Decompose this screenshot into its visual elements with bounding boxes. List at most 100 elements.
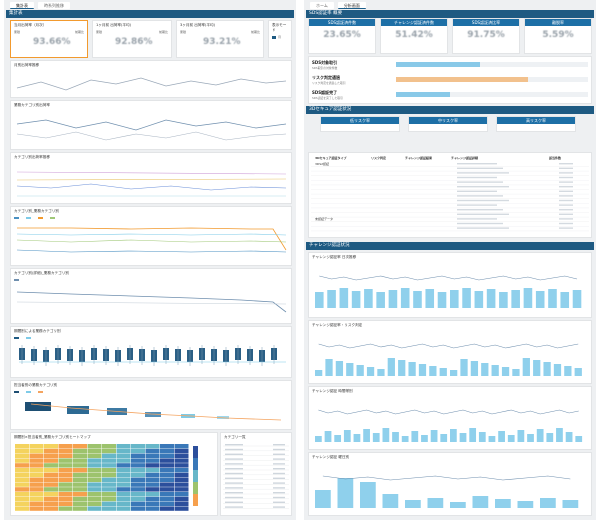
risk-high-card: 高リスク率 (496, 116, 576, 132)
bar (450, 429, 457, 442)
kpi-head: SDS認証済比率 (453, 19, 519, 26)
heat-cell (73, 482, 87, 487)
heat-cell (87, 472, 102, 478)
heat-cell (15, 487, 29, 492)
heat-cell (44, 496, 58, 502)
funnel-title: リスク判定通過 (312, 74, 340, 80)
heat-cell (87, 468, 102, 473)
bar (517, 430, 525, 442)
cell-value (559, 199, 573, 202)
display-mode-card[interactable]: 表示モード 月 (268, 20, 292, 58)
bar (459, 433, 467, 442)
table-row-label: 未認証データ (315, 216, 333, 221)
heat-cell (160, 496, 174, 502)
heat-cell (87, 496, 102, 502)
heat-cell (58, 482, 73, 487)
bar (398, 360, 406, 376)
th: チャレンジ認証詳細 (451, 156, 478, 160)
section-summary: 集計表 (6, 10, 294, 18)
chart-category-business: カテゴリ別_業務カテゴリ別 ​ ​ ​ ​ (10, 206, 292, 266)
heatmap-grid (15, 444, 198, 511)
heat-cell (29, 458, 44, 463)
kpi-card-1month[interactable]: 1ヶ月前 出荷率(平均) 累積 前期比 92.86% (92, 20, 172, 58)
funnel-fill (396, 92, 450, 97)
heat-cell (73, 506, 87, 511)
cell-value (559, 227, 573, 229)
heat-cell (87, 487, 102, 492)
table-row-label: 3DS2認証 (315, 161, 329, 166)
bar (556, 428, 563, 442)
chart-legend: ​ (11, 278, 291, 282)
heat-cell (58, 492, 73, 497)
kpi-label: 前期比 (158, 30, 168, 34)
cell-text (225, 448, 243, 451)
heat-cell (15, 463, 29, 468)
heat-cell (116, 492, 131, 497)
heat-cell (160, 492, 174, 497)
bar (469, 428, 477, 442)
heat-scale (193, 470, 198, 476)
bar (400, 288, 410, 308)
bar (512, 369, 520, 376)
heat-cell (174, 468, 189, 473)
heat-cell (102, 492, 116, 497)
heat-cell (145, 506, 160, 511)
bar (450, 502, 466, 508)
tab-summary[interactable]: 集計表 (10, 2, 34, 9)
bar (334, 435, 342, 442)
heat-cell (58, 463, 73, 468)
heat-cell (29, 444, 44, 449)
bar-chart (315, 343, 582, 376)
tab-analysis[interactable]: 分析画面 (337, 2, 366, 9)
bar (392, 432, 399, 442)
cell-text (457, 186, 509, 188)
cell-value (559, 186, 573, 188)
heat-cell (145, 482, 160, 487)
heat-cell (174, 492, 189, 497)
kpi-value: 91.75% (467, 30, 505, 40)
heat-cell (131, 487, 145, 492)
heat-cell (73, 472, 87, 478)
kpi-card-3month[interactable]: 3ヶ月前 出荷率(平均) 累積 前期比 93.21% (176, 20, 264, 58)
heat-cell (116, 501, 131, 506)
heat-cell (87, 458, 102, 463)
cell-value (273, 448, 285, 451)
heat-cell (73, 448, 87, 454)
bar (564, 366, 572, 376)
heat-cell (145, 444, 160, 449)
chart-monthly-rate: 月別出荷率推移 (10, 60, 292, 98)
heat-cell (160, 468, 174, 473)
heat-cell (102, 487, 116, 492)
chart-legend: ​ ​ (11, 336, 291, 340)
tab-timeseries[interactable]: 時系列推移 (38, 2, 70, 9)
heat-scale (193, 500, 198, 506)
bar (377, 369, 385, 376)
cell-value (559, 167, 573, 169)
heat-cell (15, 477, 29, 482)
funnel-track (396, 77, 588, 82)
heat-cell (102, 506, 116, 511)
right-tabs: ホーム 分析画面 (304, 0, 596, 10)
kpi-head: SDS認証済件数 (309, 19, 375, 26)
heat-cell (58, 458, 73, 463)
mode-radio-icon[interactable] (272, 35, 276, 39)
heat-cell (58, 448, 73, 454)
heat-scale (193, 488, 198, 494)
heat-cell (174, 463, 189, 468)
heat-cell (145, 496, 160, 502)
bar (562, 500, 579, 508)
heat-cell (145, 468, 160, 473)
heat-cell (174, 482, 189, 487)
tab-home[interactable]: ホーム (310, 2, 334, 9)
cell-value (559, 176, 573, 179)
heat-cell (73, 463, 87, 468)
risk-head: 低リスク率 (321, 117, 399, 124)
cell-value (559, 213, 573, 215)
cell-text (225, 444, 243, 446)
funnel-desc: リスク判定を通過した取引 (312, 80, 346, 85)
heat-cell (131, 472, 145, 478)
heat-cell (58, 506, 73, 511)
bar (315, 370, 323, 376)
chart-challenge-hour: チャレンジ認証 時間帯別 (308, 386, 592, 450)
kpi-card-current[interactable]: 当月出荷率（月次） 累積 前期比 93.66% (10, 20, 88, 58)
